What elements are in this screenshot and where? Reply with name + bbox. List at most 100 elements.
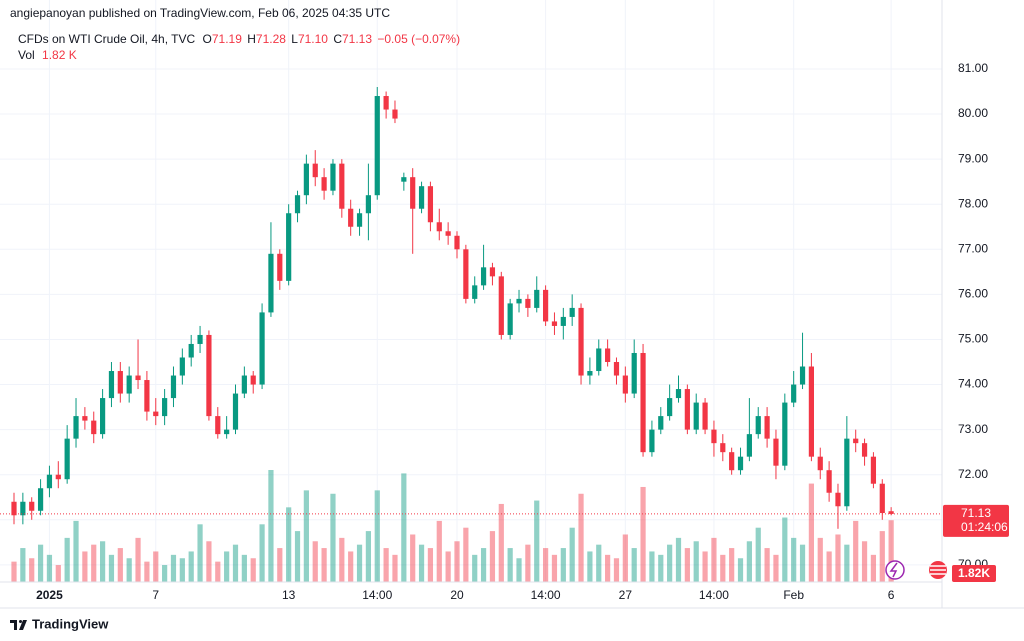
volume-bar bbox=[392, 554, 398, 582]
x-tick-label: Feb bbox=[783, 588, 804, 602]
x-tick-label: 14:00 bbox=[699, 588, 729, 602]
volume-bar bbox=[667, 544, 673, 582]
candle-body bbox=[587, 371, 593, 376]
volume-bar bbox=[365, 531, 371, 582]
volume-tag-label: 1.82K bbox=[958, 566, 990, 580]
y-tick-label: 78.00 bbox=[958, 196, 988, 210]
volume-bar bbox=[534, 500, 540, 582]
candle-body bbox=[463, 249, 469, 299]
candle-body bbox=[100, 398, 106, 435]
candle-body bbox=[339, 163, 345, 209]
open-value: 71.19 bbox=[212, 32, 242, 46]
candle-body bbox=[250, 375, 256, 385]
candle-body bbox=[46, 474, 53, 489]
volume-bar bbox=[144, 561, 150, 582]
x-tick-label: 13 bbox=[282, 588, 296, 602]
candle-body bbox=[870, 456, 877, 484]
flag-icon-stripes bbox=[930, 565, 946, 575]
candles bbox=[0, 87, 942, 529]
volume-bars bbox=[11, 470, 894, 582]
candle-body bbox=[782, 402, 788, 466]
volume-bar bbox=[100, 541, 106, 582]
volume-bar bbox=[37, 544, 44, 582]
candle-body bbox=[631, 352, 637, 394]
volume-bar bbox=[755, 527, 761, 582]
candle-body bbox=[401, 177, 407, 182]
volume-bar bbox=[640, 486, 646, 582]
candle-body bbox=[321, 177, 327, 191]
candle-body bbox=[277, 253, 283, 281]
footer-brand[interactable]: TradingView bbox=[32, 616, 109, 631]
candle-body bbox=[640, 352, 646, 453]
candle-body bbox=[516, 298, 522, 304]
candle-body bbox=[551, 321, 558, 326]
candle-body bbox=[543, 289, 549, 322]
candle-body bbox=[11, 501, 17, 516]
candle-body bbox=[55, 474, 61, 480]
volume-bar bbox=[773, 554, 779, 582]
icons bbox=[885, 560, 947, 580]
alert-icon-bolt bbox=[889, 562, 898, 578]
volume-bar bbox=[498, 503, 504, 582]
volume-bar bbox=[711, 537, 717, 582]
volume-bar bbox=[782, 517, 788, 582]
candle-body bbox=[711, 429, 717, 444]
symbol: CFDs on WTI Crude Oil, 4h, TVC bbox=[18, 32, 195, 46]
alert-icon[interactable] bbox=[885, 560, 905, 580]
candle-body bbox=[91, 420, 97, 435]
x-tick-label: 7 bbox=[152, 588, 159, 602]
volume-bar bbox=[286, 507, 292, 582]
high-label: H bbox=[247, 32, 256, 46]
grid bbox=[0, 0, 942, 582]
candle-body bbox=[436, 222, 442, 232]
candle-body bbox=[73, 416, 79, 439]
candle-body bbox=[480, 267, 487, 286]
close-label: C bbox=[333, 32, 342, 46]
volume-bar bbox=[197, 524, 203, 582]
volume-bar bbox=[250, 558, 256, 582]
candle-body bbox=[746, 434, 752, 457]
volume-bar bbox=[844, 544, 850, 582]
candle-body bbox=[356, 213, 363, 227]
candle-body bbox=[472, 285, 478, 299]
candle-body bbox=[294, 195, 301, 214]
volume-bar bbox=[64, 537, 70, 582]
volume-bar bbox=[817, 537, 823, 582]
x-tick-label: 27 bbox=[619, 588, 633, 602]
volume-bar bbox=[808, 483, 814, 582]
candle-body bbox=[489, 267, 496, 277]
countdown-label: 01:24:06 bbox=[961, 520, 1008, 534]
volume-bar bbox=[587, 551, 593, 582]
candle-body bbox=[224, 429, 230, 435]
candle-body bbox=[108, 371, 115, 399]
volume-bar bbox=[569, 527, 575, 582]
volume-bar bbox=[684, 548, 690, 582]
vol-value: 1.82 K bbox=[42, 48, 77, 62]
candle-body bbox=[498, 276, 504, 335]
candle-body bbox=[861, 443, 868, 457]
volume-bar bbox=[91, 544, 97, 582]
volume-bar bbox=[463, 527, 469, 582]
candle-body bbox=[286, 213, 292, 281]
volume-bar bbox=[215, 561, 221, 582]
y-tick-label: 74.00 bbox=[958, 377, 988, 391]
candle-body bbox=[764, 416, 770, 439]
volume-bar bbox=[330, 493, 336, 582]
volume-bar bbox=[303, 490, 309, 582]
candle-body bbox=[835, 492, 841, 507]
candle-body bbox=[578, 307, 584, 376]
candle-body bbox=[365, 195, 371, 214]
price-tag-label: 71.13 bbox=[961, 506, 991, 520]
y-tick-label: 75.00 bbox=[958, 332, 988, 346]
y-tick-label: 79.00 bbox=[958, 151, 988, 165]
volume-bar bbox=[480, 548, 487, 582]
volume-bar bbox=[729, 548, 735, 582]
y-tick-label: 77.00 bbox=[958, 241, 988, 255]
volume-bar bbox=[410, 534, 416, 582]
candle-body bbox=[817, 456, 823, 471]
volume-bar bbox=[720, 554, 726, 582]
candle-body bbox=[454, 235, 460, 250]
candle-body bbox=[117, 371, 123, 394]
